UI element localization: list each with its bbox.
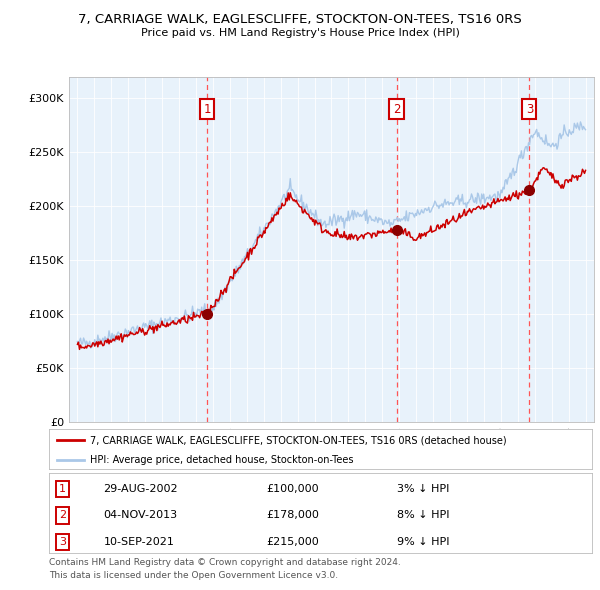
Text: £215,000: £215,000 (266, 537, 319, 547)
Text: 2: 2 (59, 510, 67, 520)
Text: Contains HM Land Registry data © Crown copyright and database right 2024.: Contains HM Land Registry data © Crown c… (49, 558, 401, 566)
Text: 04-NOV-2013: 04-NOV-2013 (104, 510, 178, 520)
Text: This data is licensed under the Open Government Licence v3.0.: This data is licensed under the Open Gov… (49, 571, 338, 580)
Text: 9% ↓ HPI: 9% ↓ HPI (397, 537, 449, 547)
Text: 29-AUG-2002: 29-AUG-2002 (104, 484, 178, 494)
Text: 3: 3 (526, 103, 533, 116)
Text: 7, CARRIAGE WALK, EAGLESCLIFFE, STOCKTON-ON-TEES, TS16 0RS: 7, CARRIAGE WALK, EAGLESCLIFFE, STOCKTON… (78, 13, 522, 26)
Text: HPI: Average price, detached house, Stockton-on-Tees: HPI: Average price, detached house, Stoc… (90, 455, 353, 466)
Text: 8% ↓ HPI: 8% ↓ HPI (397, 510, 449, 520)
Text: 3: 3 (59, 537, 66, 547)
Text: 1: 1 (203, 103, 211, 116)
Text: £178,000: £178,000 (266, 510, 319, 520)
Text: 1: 1 (59, 484, 66, 494)
Text: £100,000: £100,000 (266, 484, 319, 494)
Text: Price paid vs. HM Land Registry's House Price Index (HPI): Price paid vs. HM Land Registry's House … (140, 28, 460, 38)
Text: 3% ↓ HPI: 3% ↓ HPI (397, 484, 449, 494)
Text: 7, CARRIAGE WALK, EAGLESCLIFFE, STOCKTON-ON-TEES, TS16 0RS (detached house): 7, CARRIAGE WALK, EAGLESCLIFFE, STOCKTON… (90, 435, 506, 445)
Text: 2: 2 (393, 103, 400, 116)
Text: 10-SEP-2021: 10-SEP-2021 (104, 537, 175, 547)
